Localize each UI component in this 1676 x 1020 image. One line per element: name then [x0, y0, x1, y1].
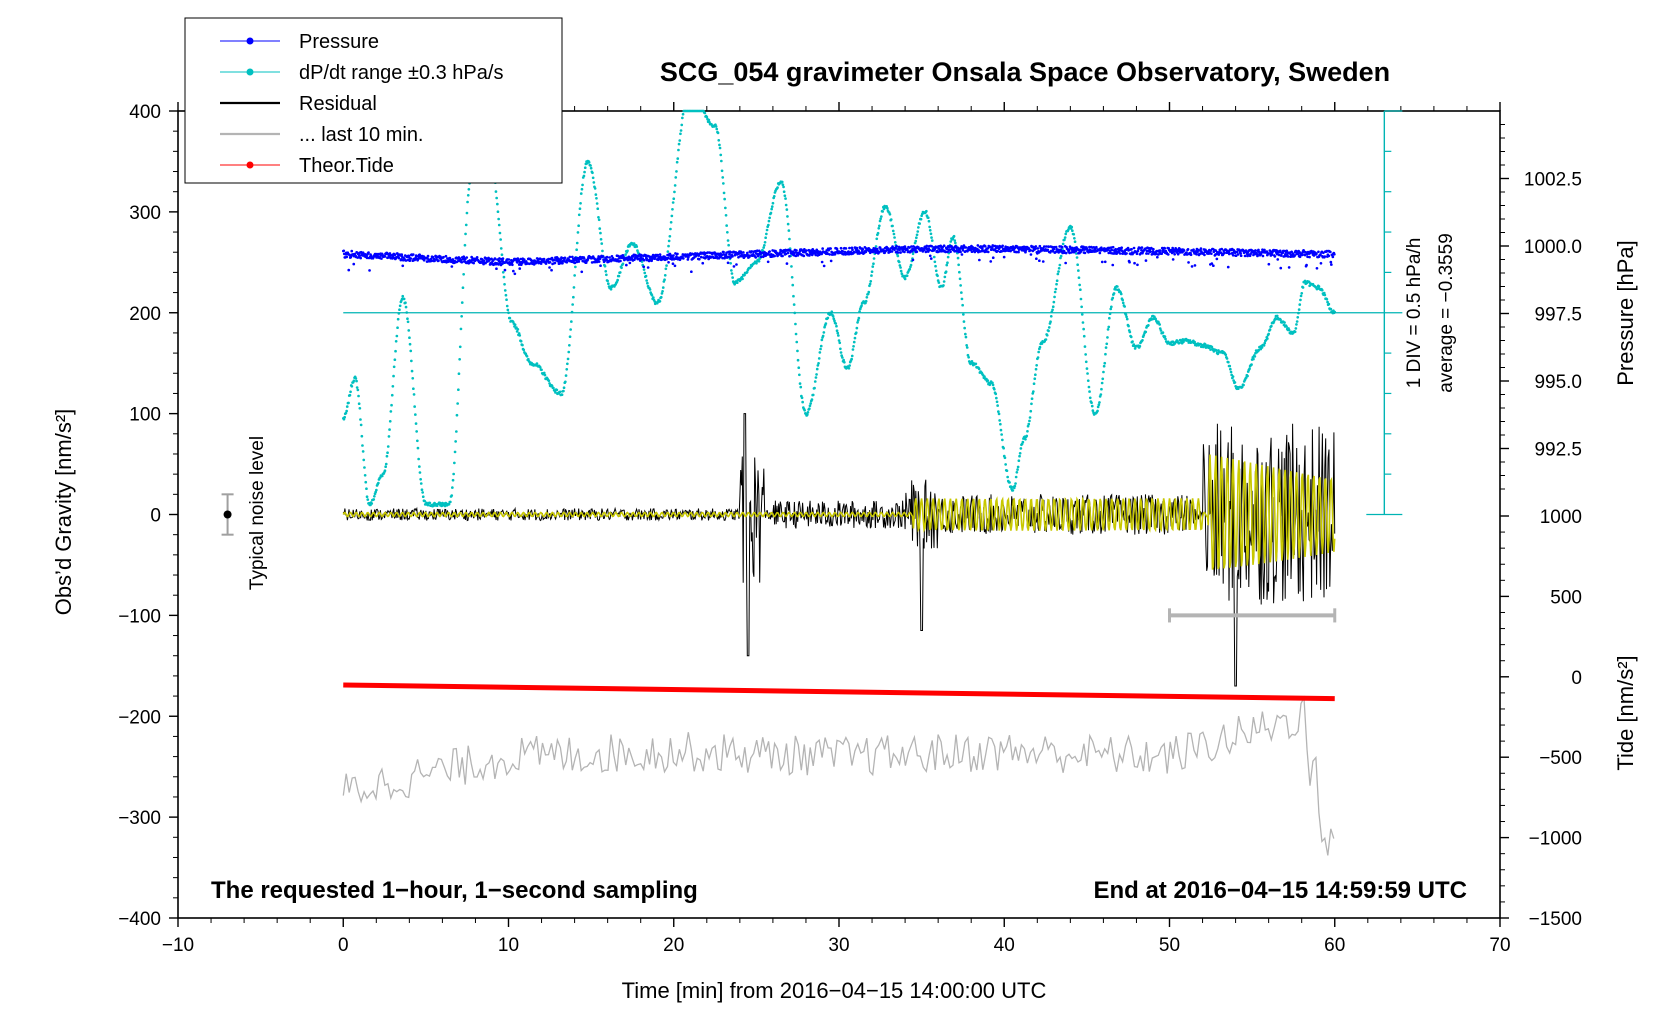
tide-tick-label: −1000: [1529, 829, 1582, 850]
average-label: average = −0.3559: [1436, 233, 1457, 393]
legend-marker: [246, 37, 254, 45]
series-dpdt: [342, 109, 1337, 508]
axes-group: −10 0 10 20 30 40 50 60 70−400−300−200−100010020…: [118, 102, 1582, 956]
x-tick-label: 40: [994, 935, 1015, 956]
legend-label: Theor.Tide: [299, 155, 394, 177]
noise-level-label: Typical noise level: [247, 436, 268, 590]
x-axis-label: Time [min] from 2016−04−15 14:00:00 UTC: [622, 978, 1047, 1003]
y-tick-label: 400: [129, 102, 161, 123]
legend-label: Residual: [299, 93, 377, 115]
legend-label: dP/dt range ±0.3 hPa/s: [299, 62, 503, 84]
x-tick-label: 70: [1489, 935, 1510, 956]
tide-tick-label: 0: [1571, 668, 1582, 689]
y-axis-label-tide: Tide [nm/s²]: [1613, 655, 1638, 770]
legend-label: ... last 10 min.: [299, 124, 424, 146]
tide-tick-label: 500: [1550, 587, 1582, 608]
legend-marker: [246, 161, 254, 169]
x-tick-label: 20: [663, 935, 684, 956]
pressure-tick-label: 1000.0: [1524, 237, 1582, 258]
x-tick-label: 60: [1324, 935, 1345, 956]
legend-box: [184, 17, 563, 184]
noise-dot: [223, 510, 232, 519]
series-residual: [342, 413, 1336, 687]
scale-label: 1 DIV = 0.5 hPa/h: [1404, 238, 1425, 389]
pressure-tick-label: 997.5: [1534, 305, 1582, 326]
series-pressure: [342, 244, 1336, 276]
chart-title: SCG_054 gravimeter Onsala Space Observat…: [660, 57, 1390, 87]
series-last10: [342, 695, 1335, 856]
series-tide: [343, 682, 1335, 702]
legend: Pressure dP/dt range ±0.3 hPa/s Residual..…: [184, 17, 563, 184]
pressure-tick-label: 1002.5: [1524, 170, 1582, 191]
end-time-note: End at 2016−04−15 14:59:59 UTC: [1093, 877, 1467, 904]
x-tick-label: 0: [338, 935, 349, 956]
pressure-tick-label: 995.0: [1534, 372, 1582, 393]
x-tick-label: 10: [498, 935, 519, 956]
y-tick-label: −400: [118, 909, 161, 930]
y-tick-label: −300: [118, 808, 161, 829]
sampling-note: The requested 1−hour, 1−second sampling: [211, 877, 698, 904]
y-tick-label: 100: [129, 405, 161, 426]
legend-marker: [246, 68, 254, 76]
x-tick-label: −10: [162, 935, 194, 956]
y-axis-label-pressure: Pressure [hPa]: [1613, 240, 1638, 386]
y-tick-label: −200: [118, 707, 161, 728]
series-residual-filtered: [342, 454, 1336, 570]
y-tick-label: −100: [118, 606, 161, 627]
y-axis-label-gravity: Obs’d Gravity [nm/s²]: [51, 409, 76, 616]
legend-label: Pressure: [299, 31, 379, 53]
annotation-group: [221, 110, 1403, 623]
y-tick-label: 200: [129, 304, 161, 325]
pressure-tick-label: 992.5: [1534, 440, 1582, 461]
y-tick-label: 300: [129, 203, 161, 224]
y-tick-label: 0: [150, 506, 161, 527]
tide-tick-label: 1000: [1540, 507, 1582, 528]
x-tick-label: 50: [1159, 935, 1180, 956]
series-group: [342, 109, 1337, 856]
tide-tick-label: −500: [1539, 748, 1582, 769]
x-tick-label: 30: [828, 935, 849, 956]
tide-tick-label: −1500: [1529, 909, 1582, 930]
